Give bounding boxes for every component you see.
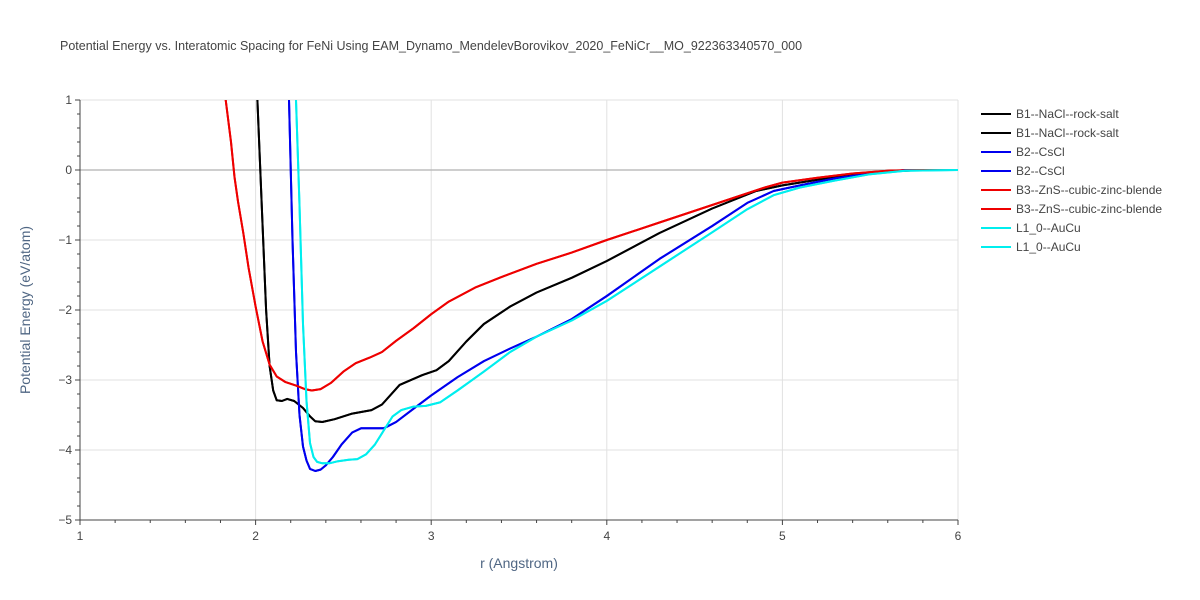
legend-item[interactable]: B1--NaCl--rock-salt <box>981 107 1119 121</box>
chart-title: Potential Energy vs. Interatomic Spacing… <box>60 39 802 53</box>
grid-lines <box>80 99 959 520</box>
legend[interactable]: B1--NaCl--rock-salt B1--NaCl--rock-salt B2… <box>981 107 1162 254</box>
y-tick-label: −5 <box>58 513 72 527</box>
legend-label: L1_0--AuCu <box>1016 240 1081 254</box>
series-lines <box>224 100 958 472</box>
x-tick-label: 4 <box>603 529 610 543</box>
legend-item[interactable]: L1_0--AuCu <box>981 221 1081 235</box>
legend-item[interactable]: L1_0--AuCu <box>981 240 1081 254</box>
legend-item[interactable]: B1--NaCl--rock-salt <box>981 126 1119 140</box>
y-axis-title: Potential Energy (eV/atom) <box>17 226 33 394</box>
legend-label: B2--CsCl <box>1016 164 1065 178</box>
legend-item[interactable]: B3--ZnS--cubic-zinc-blende <box>981 183 1162 197</box>
legend-item[interactable]: B3--ZnS--cubic-zinc-blende <box>981 202 1162 216</box>
legend-label: B2--CsCl <box>1016 145 1065 159</box>
x-tick-label: 3 <box>428 529 435 543</box>
legend-label: B1--NaCl--rock-salt <box>1016 126 1119 140</box>
y-tick-label: −3 <box>58 373 72 387</box>
axes: 1 2 3 4 5 6 1 0 −1 −2 −3 −4 −5 <box>58 93 961 543</box>
series-line-3 <box>288 100 958 472</box>
legend-label: L1_0--AuCu <box>1016 221 1081 235</box>
legend-label: B1--NaCl--rock-salt <box>1016 107 1119 121</box>
x-tick-label: 6 <box>955 529 962 543</box>
x-axis-title: r (Angstrom) <box>480 555 558 571</box>
legend-item[interactable]: B2--CsCl <box>981 145 1065 159</box>
x-tick-label: 5 <box>779 529 786 543</box>
series-line-1 <box>256 100 958 423</box>
y-tick-label: −2 <box>58 303 72 317</box>
legend-label: B3--ZnS--cubic-zinc-blende <box>1016 202 1162 216</box>
legend-label: B3--ZnS--cubic-zinc-blende <box>1016 183 1162 197</box>
x-tick-label: 1 <box>77 529 84 543</box>
y-tick-label: −1 <box>58 233 72 247</box>
y-tick-label: −4 <box>58 443 72 457</box>
series-line-5 <box>224 100 958 392</box>
y-tick-label: 1 <box>65 93 72 107</box>
y-tick-label: 0 <box>65 163 72 177</box>
legend-item[interactable]: B2--CsCl <box>981 164 1065 178</box>
x-tick-label: 2 <box>252 529 259 543</box>
series-line-7 <box>295 100 958 465</box>
